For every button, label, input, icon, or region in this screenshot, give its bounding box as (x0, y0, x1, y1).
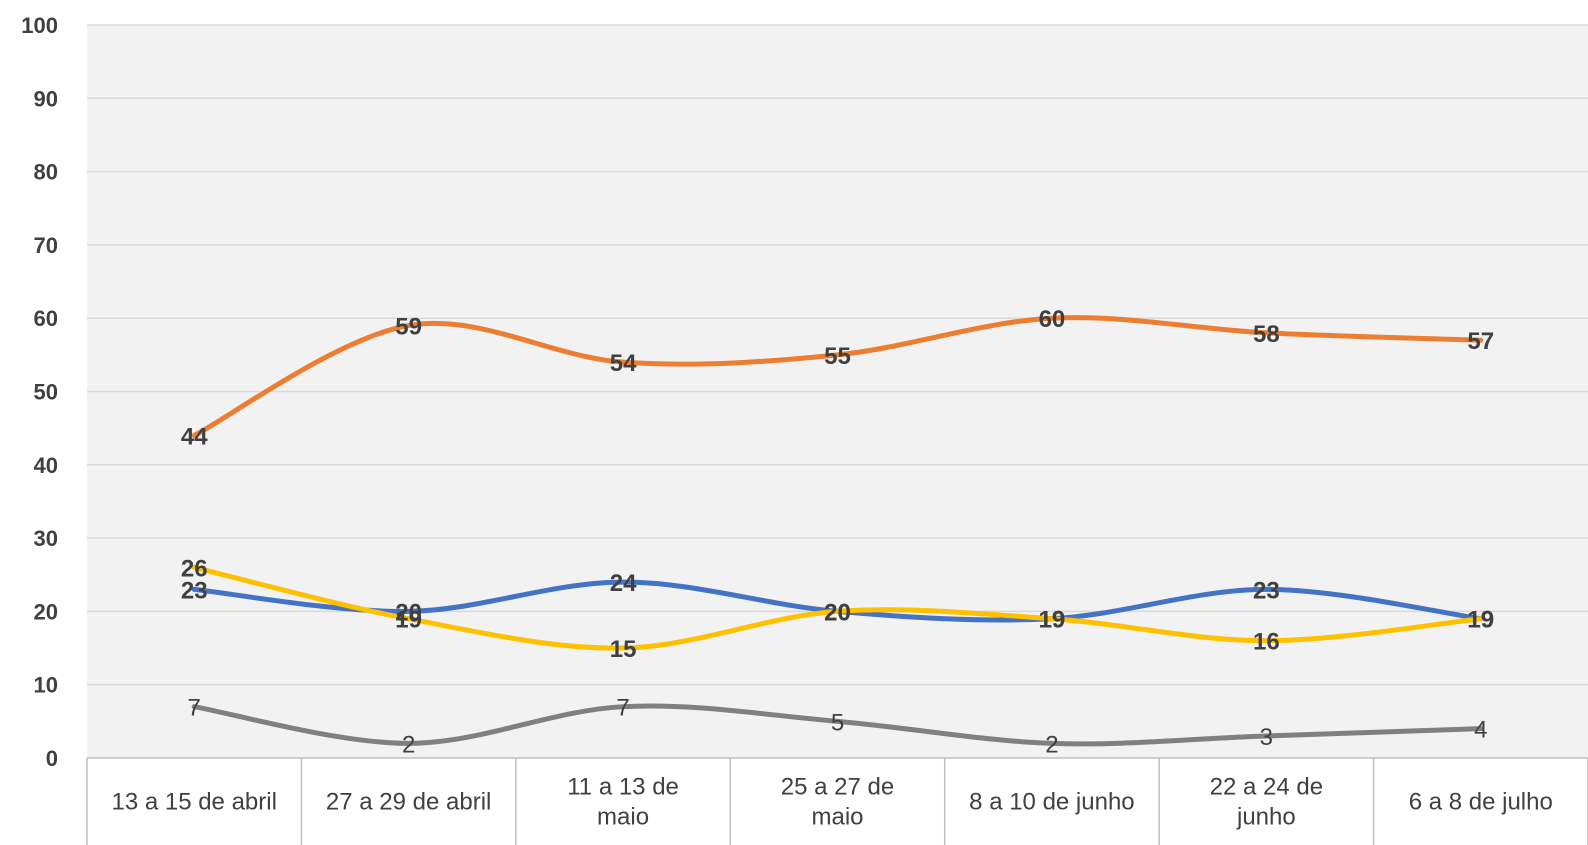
data-label: 24 (610, 570, 637, 597)
data-label: 19 (1467, 607, 1494, 634)
y-tick-label: 0 (46, 746, 58, 771)
series-line (191, 315, 1484, 438)
x-category-label: maio (811, 804, 863, 831)
y-tick-label: 70 (34, 233, 58, 258)
x-category-label: maio (597, 804, 649, 831)
y-tick-label: 100 (21, 13, 58, 38)
data-label: 23 (181, 577, 208, 604)
series-lines (191, 315, 1484, 747)
data-label: 19 (1039, 607, 1066, 634)
data-label: 4 (1474, 717, 1487, 744)
data-label: 60 (1039, 306, 1066, 333)
y-tick-label: 20 (34, 599, 58, 624)
data-label: 20 (395, 599, 422, 626)
data-label: 44 (181, 423, 208, 450)
series-line (191, 564, 1484, 651)
x-category-label: 25 a 27 de (781, 774, 894, 801)
x-category-label: junho (1236, 804, 1296, 831)
data-label: 2 (1045, 731, 1058, 758)
data-label: 57 (1467, 328, 1494, 355)
data-label: 20 (824, 599, 851, 626)
data-label: 7 (188, 695, 201, 722)
y-tick-label: 60 (34, 306, 58, 331)
data-label: 23 (1253, 577, 1280, 604)
data-label: 59 (395, 314, 422, 341)
data-label: 5 (831, 709, 844, 736)
data-label: 54 (610, 350, 637, 377)
series-line (191, 703, 1484, 747)
data-label: 7 (616, 695, 629, 722)
data-label: 15 (610, 636, 637, 663)
data-label: 19 (395, 607, 422, 634)
x-category-label: 13 a 15 de abril (111, 789, 276, 816)
data-label: 19 (1039, 607, 1066, 634)
y-tick-label: 10 (34, 673, 58, 698)
x-category-label: 27 a 29 de abril (326, 789, 491, 816)
y-tick-label: 90 (34, 86, 58, 111)
data-label: 3 (1260, 724, 1273, 751)
x-category-label: 22 a 24 de (1210, 774, 1323, 801)
y-tick-label: 30 (34, 526, 58, 551)
x-category-label: 11 a 13 de (567, 774, 679, 801)
data-label: 2 (402, 731, 415, 758)
data-label: 58 (1253, 321, 1280, 348)
y-tick-label: 50 (34, 380, 58, 405)
x-axis: 13 a 15 de abril 27 a 29 de abril 11 a 13 … (86, 757, 1588, 845)
y-tick-label: 40 (34, 453, 58, 478)
data-label: 19 (1467, 607, 1494, 634)
x-category-label: 6 a 8 de julho (1409, 789, 1553, 816)
data-label: 26 (181, 555, 208, 582)
x-category-label: 8 a 10 de junho (969, 789, 1134, 816)
data-label: 55 (824, 343, 851, 370)
y-tick-label: 80 (34, 160, 58, 185)
data-label: 16 (1253, 629, 1280, 656)
y-axis: 0 10 20 30 40 50 60 70 80 90 100 (21, 13, 58, 771)
data-label: 20 (824, 599, 851, 626)
